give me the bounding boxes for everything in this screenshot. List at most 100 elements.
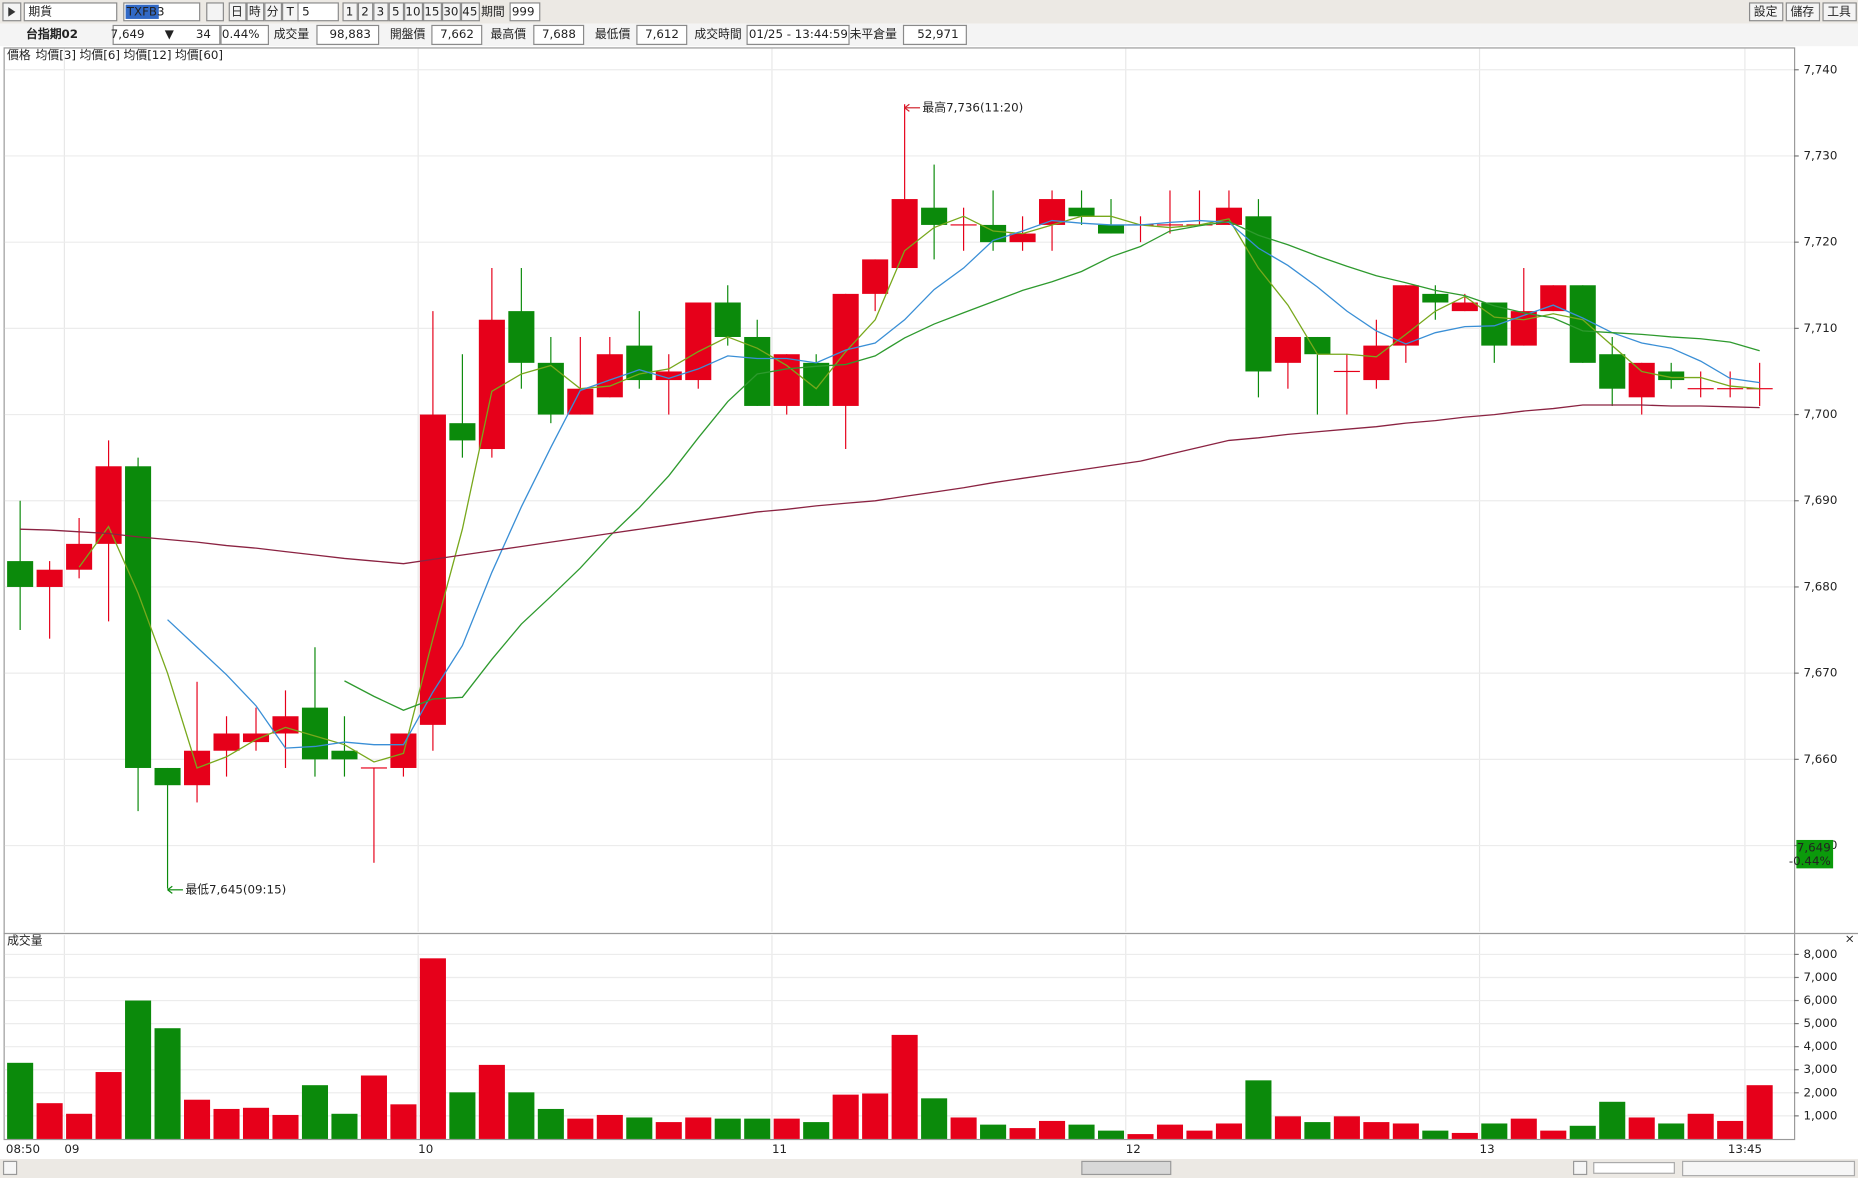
action-label: 儲存 [1790, 4, 1814, 18]
volume-bar [36, 1103, 63, 1139]
volume-bar [1540, 1130, 1567, 1139]
candle-body [1274, 336, 1301, 363]
y-tick-label: 7,710 [1803, 321, 1837, 335]
minute-button[interactable] [342, 2, 358, 22]
y-tick-label: 7,740 [1803, 62, 1837, 76]
period-button[interactable] [246, 2, 265, 22]
quote-field-value: 7,662 [440, 27, 474, 41]
candle-body [1658, 371, 1685, 381]
quote-field-value: 52,971 [917, 27, 958, 41]
minute-button[interactable] [404, 2, 424, 22]
close-pane[interactable]: × [1845, 931, 1855, 945]
candle-body [655, 371, 682, 381]
y-tick-label: 1,000 [1803, 1108, 1837, 1122]
candle-body [1510, 311, 1537, 346]
volume-bar [66, 1113, 93, 1139]
annotation-text: 最低7,645(09:15) [185, 882, 286, 896]
search-button[interactable] [206, 2, 224, 22]
volume-bar [7, 1062, 34, 1139]
zoom-slider[interactable] [1593, 1162, 1675, 1174]
candle-body [744, 336, 771, 406]
candle-body [1628, 362, 1655, 398]
minute-button[interactable] [423, 2, 442, 22]
minute-label: 2 [361, 4, 369, 18]
volume-bar [242, 1107, 270, 1139]
quote-field-box [902, 24, 967, 45]
candle-body [1687, 388, 1714, 390]
minute-label: 10 [405, 4, 420, 18]
minute-button[interactable] [388, 2, 405, 22]
volume-bar [655, 1122, 682, 1139]
quote-field-value: 01/25 - 13:44:59 [749, 27, 848, 41]
quote-field-value: 98,883 [329, 27, 370, 41]
market-dropdown[interactable] [23, 2, 118, 22]
volume-bar [331, 1113, 358, 1139]
action-button[interactable] [1822, 2, 1857, 22]
candle-body [1068, 207, 1095, 217]
x-tick-label: 13 [1480, 1142, 1495, 1156]
volume-bar [1599, 1101, 1626, 1139]
zoom-buttons[interactable] [1682, 1160, 1856, 1177]
quote-field-value: 7,612 [645, 27, 679, 41]
minute-button[interactable] [373, 2, 389, 22]
candle-body [1304, 336, 1331, 355]
candle-body [921, 207, 948, 225]
scroll-left[interactable] [2, 1160, 18, 1176]
volume-bar [360, 1075, 387, 1139]
candle-body [596, 354, 623, 398]
volume-bar [1097, 1130, 1125, 1139]
candle-body [1717, 388, 1744, 390]
moving-average-line [167, 219, 1760, 749]
minute-label: 1 [346, 4, 354, 18]
interval-dropdown[interactable] [297, 2, 339, 22]
volume-bar [125, 1000, 152, 1139]
x-tick-label: 10 [418, 1142, 433, 1156]
scrollbar-bg [0, 1159, 1858, 1178]
volume-bar [1274, 1116, 1301, 1139]
period-button[interactable] [228, 2, 247, 22]
candle-body [242, 733, 270, 743]
candle-body [1009, 233, 1036, 243]
volume-bar [1186, 1130, 1213, 1139]
candle-body [626, 345, 653, 381]
volume-bar [301, 1085, 329, 1139]
volume-bar [950, 1117, 977, 1139]
quote-field-box [316, 24, 380, 45]
period-label: 日 [231, 4, 243, 18]
quote-field-label: 成交量 [274, 27, 310, 41]
scroll-thumb[interactable] [1081, 1160, 1172, 1176]
candle-body [95, 466, 122, 544]
volume-bar [95, 1072, 122, 1139]
candle-body [508, 311, 535, 363]
candle-body [1569, 285, 1596, 363]
y-tick-label: 7,730 [1803, 148, 1837, 162]
symbol-highlight [125, 4, 159, 19]
minute-label: 5 [392, 4, 400, 18]
range-input[interactable] [509, 2, 541, 22]
candle-body [1481, 302, 1508, 346]
minute-button[interactable] [460, 2, 480, 22]
minute-button[interactable] [357, 2, 374, 22]
candle-body [154, 767, 181, 786]
candle-body [891, 199, 918, 269]
legend-entry: 均價[12] [124, 48, 172, 62]
candle-body [773, 354, 800, 406]
x-tick-label: 11 [772, 1142, 787, 1156]
minute-label: 45 [462, 4, 477, 18]
scroll-right[interactable] [1573, 1160, 1588, 1176]
volume-bar [419, 958, 446, 1139]
candle-body [1392, 285, 1419, 346]
minute-button[interactable] [441, 2, 461, 22]
volume-bar [449, 1092, 476, 1139]
volume-bar [921, 1098, 948, 1139]
last-price-change: -0.44% [1789, 854, 1831, 868]
action-button[interactable] [1748, 2, 1784, 22]
volume-bar [891, 1034, 918, 1139]
action-button[interactable] [1785, 2, 1821, 22]
volume-bar [626, 1117, 653, 1139]
quote-field-label: 最低價 [595, 27, 631, 41]
period-button[interactable] [264, 2, 283, 22]
candle-body [803, 362, 830, 406]
volume-bar [508, 1092, 535, 1139]
